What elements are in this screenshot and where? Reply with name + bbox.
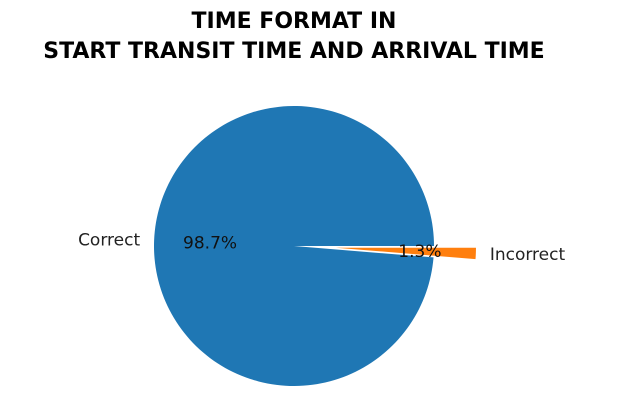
- chart-title-line-2: START TRANSIT TIME AND ARRIVAL TIME: [43, 39, 544, 64]
- pie-slice-correct: [154, 106, 434, 387]
- pie-label-incorrect: Incorrect: [490, 245, 566, 265]
- pie-pct-label-correct: 98.7%: [183, 234, 237, 254]
- pie-label-correct: Correct: [78, 231, 140, 251]
- chart-title-line-1: TIME FORMAT IN: [192, 9, 397, 34]
- pie-slice-incorrect: [335, 247, 476, 260]
- pie-pct-label-incorrect: 1.3%: [398, 242, 441, 262]
- pie-labels: Correct 98.7% Incorrect 1.3%: [78, 231, 565, 265]
- pie-slices: [154, 106, 476, 387]
